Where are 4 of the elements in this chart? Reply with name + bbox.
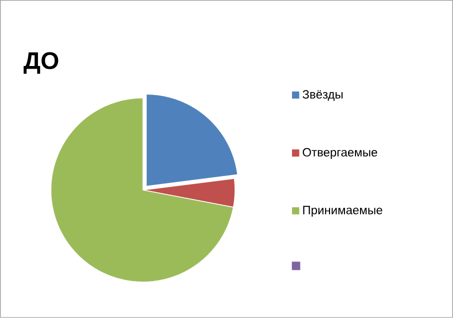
chart-title: ДО	[24, 52, 58, 74]
legend-label: Звёзды	[302, 90, 343, 101]
legend-label: Отвергаемые	[302, 148, 378, 159]
legend-label: Принимаемые	[303, 206, 382, 217]
